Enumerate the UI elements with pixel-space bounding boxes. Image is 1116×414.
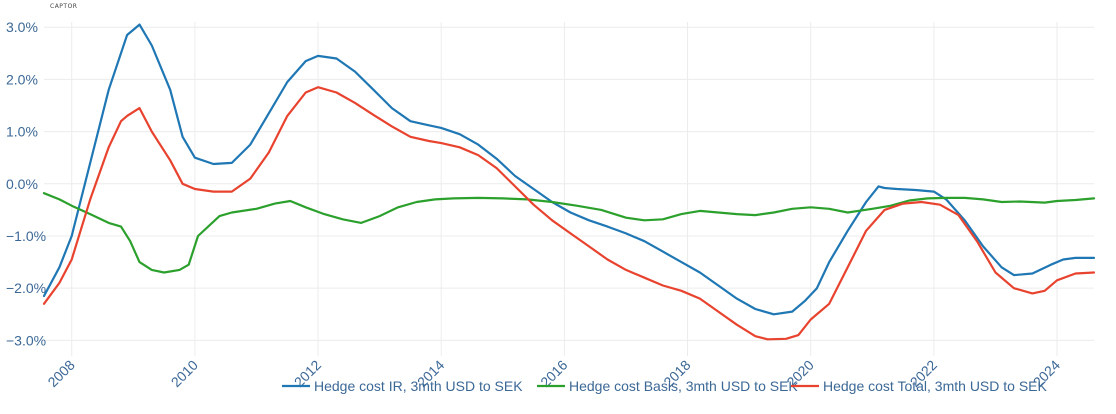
y-tick-label: −1.0%: [6, 228, 46, 244]
legend-label: Hedge cost IR, 3mth USD to SEK: [314, 378, 523, 394]
legend-label: Hedge cost Total, 3mth USD to SEK: [823, 378, 1048, 394]
legend-item-0[interactable]: Hedge cost IR, 3mth USD to SEK: [282, 378, 523, 394]
series-line-0: [42, 23, 1096, 316]
series-lines: [42, 23, 1096, 341]
grid: [44, 22, 1094, 356]
y-axis-ticks: −3.0% −2.0% −1.0% 0.0% 1.0% 2.0% 3.0%: [6, 19, 46, 348]
legend-item-2[interactable]: Hedge cost Total, 3mth USD to SEK: [791, 378, 1048, 394]
y-tick-label: 2.0%: [6, 71, 38, 87]
legend-label: Hedge cost Basis, 3mth USD to SEK: [569, 378, 798, 394]
y-tick-label: 0.0%: [6, 176, 38, 192]
y-tick-label: −2.0%: [6, 280, 46, 296]
y-tick-label: −3.0%: [6, 332, 46, 348]
y-tick-label: 3.0%: [6, 19, 38, 35]
captor-logo: CAPTOR: [50, 3, 78, 10]
series-line-2: [42, 86, 1096, 341]
legend-item-1[interactable]: Hedge cost Basis, 3mth USD to SEK: [537, 378, 798, 394]
x-tick-label: 2008: [44, 357, 77, 390]
legend[interactable]: Hedge cost IR, 3mth USD to SEK Hedge cost…: [282, 378, 1048, 394]
x-tick-label: 2010: [168, 357, 201, 390]
y-tick-label: 1.0%: [6, 124, 38, 140]
